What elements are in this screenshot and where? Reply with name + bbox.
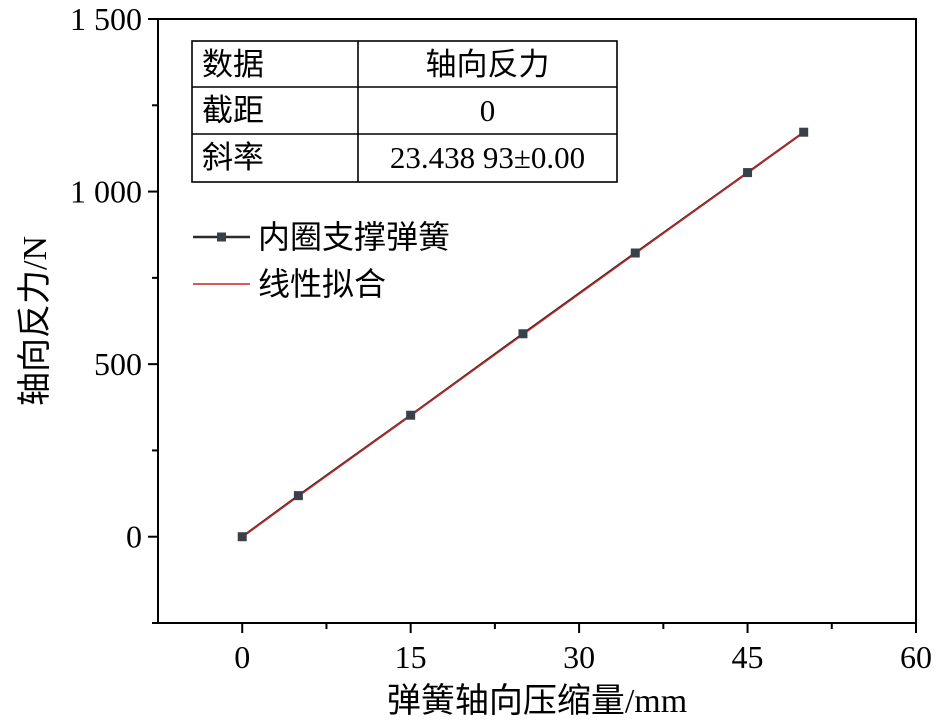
series-layer [237, 127, 809, 542]
fit-table-cell-value: 轴向反力 [426, 47, 550, 82]
y-tick-label: 1 000 [70, 174, 142, 210]
fit-table-frame [191, 40, 618, 183]
data-point [406, 410, 416, 420]
data-point [630, 248, 640, 258]
fit-table-cell-value: 23.438 93±0.00 [390, 140, 585, 175]
fit-table-cell-key: 截距 [202, 93, 264, 128]
fit-table-cell-key: 数据 [202, 47, 264, 82]
y-tick-label: 500 [94, 346, 142, 382]
y-tick-label: 1 500 [70, 1, 142, 37]
plot-area [157, 18, 917, 624]
legend-label: 线性拟合 [258, 266, 386, 302]
x-tick-label: 15 [395, 639, 427, 675]
legend-label: 内圈支撑弹簧 [258, 219, 450, 255]
x-tick-label: 45 [732, 639, 764, 675]
data-point [518, 329, 528, 339]
y-axis: 0 500 1 000 1 500 [70, 1, 158, 624]
x-tick-label: 0 [234, 639, 250, 675]
data-point [799, 127, 809, 137]
x-axis-label: 弹簧轴向压缩量/mm [387, 682, 687, 720]
data-point [237, 532, 247, 542]
legend-marker [217, 232, 226, 242]
fit-table-cell-value: 0 [480, 93, 496, 128]
x-tick-label: 30 [563, 639, 595, 675]
y-axis-label: 轴向反力/N [16, 236, 54, 406]
data-point [743, 168, 753, 178]
y-tick-label: 0 [126, 519, 142, 555]
x-axis: 0 15 30 45 60 [234, 623, 932, 675]
x-tick-label: 60 [900, 639, 932, 675]
data-point [293, 491, 303, 501]
fit-table-cell-key: 斜率 [202, 140, 264, 175]
plot-frame [157, 18, 917, 624]
